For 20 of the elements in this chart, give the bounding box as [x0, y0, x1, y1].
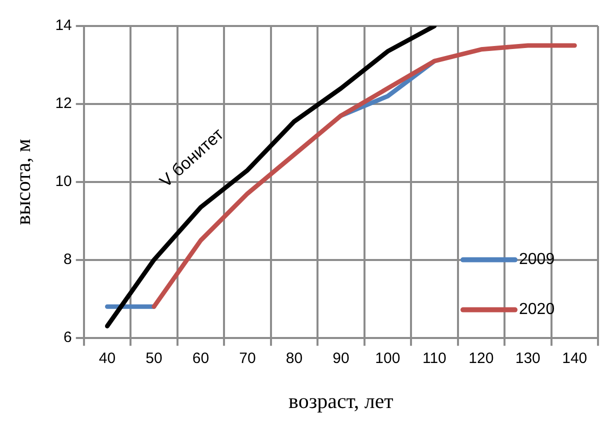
- x-tick-label: 120: [468, 350, 494, 367]
- y-tick-label: 12: [55, 95, 72, 112]
- x-tick-label: 40: [98, 350, 116, 367]
- x-tick-label: 130: [515, 350, 540, 367]
- x-tick-label: 80: [286, 350, 303, 367]
- y-tick-label: 8: [64, 250, 72, 268]
- y-tick-label: 14: [55, 17, 72, 34]
- x-tick-label: 90: [332, 350, 350, 367]
- x-tick-label: 140: [562, 350, 588, 367]
- x-axis-title: возраст, лет: [288, 388, 394, 413]
- x-tick-label: 70: [239, 350, 256, 367]
- x-tick-label: 100: [375, 350, 400, 367]
- y-tick-label: 6: [64, 328, 72, 346]
- x-tick-label: 110: [422, 350, 446, 367]
- y-tick-label: 10: [55, 173, 72, 190]
- legend-label: 2020: [519, 301, 555, 318]
- legend-label: 2009: [519, 251, 555, 268]
- y-axis-title: высота, м: [11, 138, 36, 225]
- x-tick-label: 50: [146, 350, 162, 367]
- x-tick-label: 60: [192, 350, 210, 367]
